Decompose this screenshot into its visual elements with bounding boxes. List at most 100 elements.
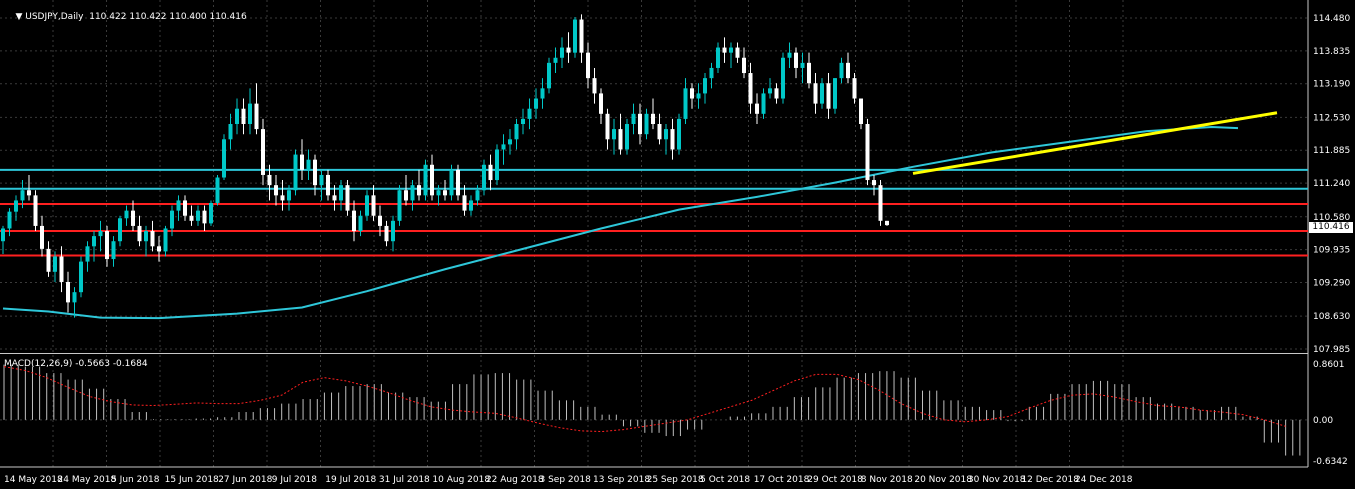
- candle-body: [657, 124, 662, 140]
- candle-body: [365, 195, 369, 216]
- candle-body: [527, 108, 532, 119]
- time-tick-label: 22 Aug 2018: [486, 475, 544, 485]
- time-tick-label: 3 Sep 2018: [540, 475, 592, 485]
- candle-body: [618, 129, 623, 150]
- candle-body: [345, 185, 350, 211]
- candle-body: [371, 195, 376, 216]
- candle-body: [501, 144, 506, 150]
- candle-body: [98, 231, 103, 237]
- candle-body: [690, 88, 694, 99]
- candle-body: [79, 261, 83, 293]
- candle-body: [196, 210, 200, 221]
- candle-body: [683, 88, 688, 119]
- candle-body: [209, 202, 213, 224]
- candle-body: [267, 174, 272, 186]
- candle-body: [449, 169, 454, 196]
- price-tick-label: 112.530: [1313, 113, 1350, 123]
- candle-body: [865, 124, 870, 181]
- time-tick-label: 24 Dec 2018: [1075, 475, 1133, 485]
- candle-body: [755, 103, 759, 114]
- candle-body: [761, 93, 766, 114]
- candle-body: [573, 19, 577, 53]
- candle-body: [72, 292, 77, 303]
- candle-body: [150, 231, 155, 247]
- candle-body: [651, 113, 655, 125]
- time-tick-label: 31 Jul 2018: [379, 475, 430, 485]
- candle-body: [202, 210, 207, 224]
- candle-body: [59, 256, 64, 282]
- price-tick-label: 113.190: [1313, 80, 1350, 90]
- candle-body: [352, 210, 356, 232]
- candle-body: [124, 210, 129, 219]
- candle-body: [319, 174, 324, 186]
- candle-body: [33, 195, 38, 226]
- macd-tick-label: -0.6342: [1313, 457, 1348, 467]
- candle-body: [176, 200, 181, 211]
- dropdown-arrow-icon[interactable]: ▼: [15, 12, 26, 22]
- candle-body: [326, 174, 330, 196]
- candle-body: [111, 241, 116, 260]
- time-tick-label: 15 Jun 2018: [165, 475, 219, 485]
- candle-body: [787, 52, 792, 58]
- candle-body: [287, 190, 291, 201]
- candle-body: [735, 47, 740, 58]
- candle-body: [709, 67, 714, 79]
- candle-body: [722, 47, 727, 53]
- candle-body: [235, 108, 239, 125]
- candle-body: [378, 215, 382, 226]
- candle-body: [53, 256, 57, 272]
- candle-body: [7, 211, 12, 229]
- ohlc-label: 110.422 110.422 110.400 110.416: [89, 12, 247, 22]
- price-tick-label: 108.630: [1313, 312, 1350, 322]
- candle-body: [430, 164, 434, 196]
- candle-body: [423, 164, 428, 196]
- candle-body: [670, 129, 675, 150]
- candle-body: [638, 113, 642, 135]
- candle-body: [293, 154, 298, 191]
- candle-body: [794, 52, 798, 68]
- candle-body: [417, 185, 421, 196]
- current-price-tag: 110.416: [1309, 222, 1353, 233]
- candle-body: [313, 159, 317, 186]
- candle-body: [228, 124, 233, 140]
- candle-body: [85, 246, 90, 262]
- candle-body: [716, 47, 720, 68]
- time-tick-label: 24 May 2018: [58, 475, 117, 485]
- candle-body: [612, 129, 616, 140]
- price-tick-label: 109.290: [1313, 278, 1350, 288]
- candle-body: [1, 228, 5, 242]
- candle-body: [768, 88, 772, 94]
- time-tick-label: 8 Nov 2018: [861, 475, 913, 485]
- time-tick-label: 20 Nov 2018: [914, 475, 972, 485]
- candle-body: [625, 124, 629, 150]
- candle-body: [514, 124, 519, 140]
- candle-body: [144, 231, 148, 242]
- candle-body: [878, 185, 883, 221]
- price-tick-label: 107.985: [1313, 345, 1350, 355]
- candle-body: [92, 236, 96, 247]
- candle-body: [14, 200, 18, 212]
- macd-tick-label: 0.00: [1313, 416, 1333, 426]
- candle-body: [826, 83, 831, 109]
- candle-body: [696, 93, 701, 99]
- candle-body: [462, 195, 467, 211]
- time-tick-label: 17 Oct 2018: [754, 475, 810, 485]
- candle-body: [703, 78, 707, 94]
- candle-body: [859, 98, 863, 125]
- candle-body: [488, 164, 493, 181]
- candle-body: [358, 215, 363, 232]
- candle-body: [222, 139, 226, 178]
- trendline[interactable]: [912, 111, 1278, 175]
- symbol-label: USDJPY,Daily: [25, 12, 84, 22]
- candle-body: [579, 19, 584, 53]
- candle-body: [170, 210, 174, 229]
- candle-body: [820, 83, 824, 104]
- candle-body: [631, 113, 636, 125]
- candle-body: [456, 169, 460, 196]
- candle-body: [521, 118, 525, 125]
- candle-body: [833, 78, 837, 109]
- time-tick-label: 9 Jul 2018: [272, 475, 317, 485]
- candle-body: [885, 220, 889, 226]
